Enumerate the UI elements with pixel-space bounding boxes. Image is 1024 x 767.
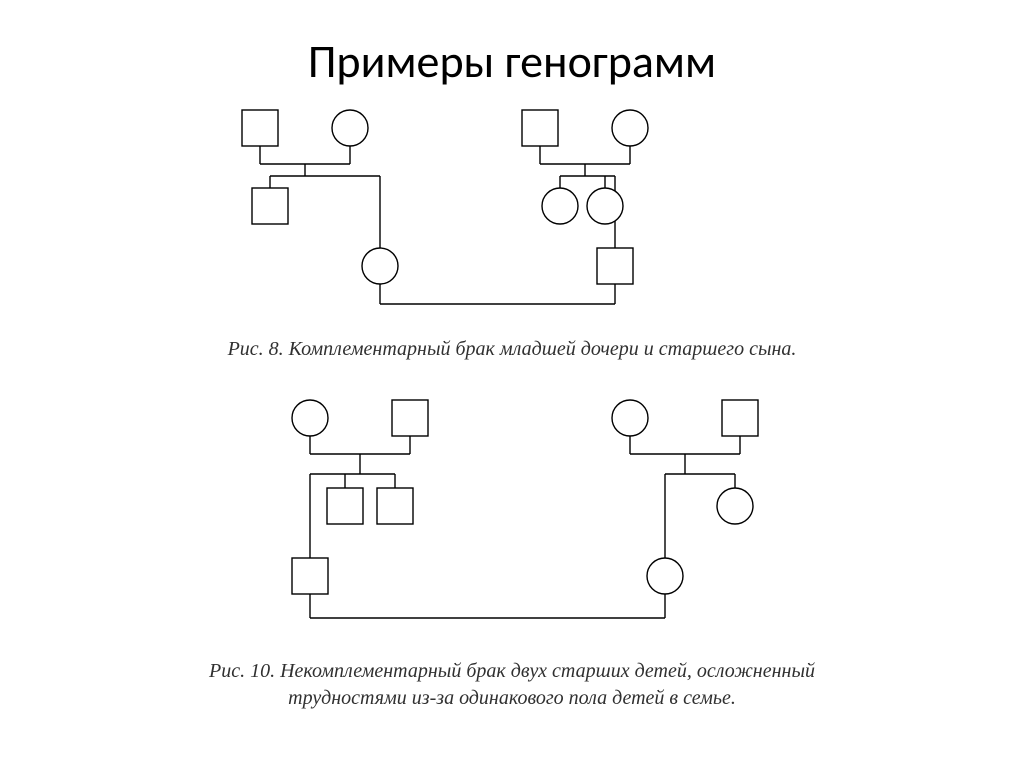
female-circle-icon	[292, 400, 328, 436]
female-circle-icon	[612, 400, 648, 436]
male-square-icon	[377, 488, 413, 524]
female-circle-icon	[332, 110, 368, 146]
male-square-icon	[292, 558, 328, 594]
male-square-icon	[597, 248, 633, 284]
female-circle-icon	[612, 110, 648, 146]
female-circle-icon	[647, 558, 683, 594]
female-circle-icon	[587, 188, 623, 224]
male-square-icon	[242, 110, 278, 146]
male-square-icon	[327, 488, 363, 524]
caption-fig10-line2: трудностями из-за одинакового пола детей…	[288, 687, 736, 709]
female-circle-icon	[362, 248, 398, 284]
caption-fig10-line1: Рис. 10. Некомплементарный брак двух ста…	[209, 660, 815, 682]
page-title: Примеры генограмм	[0, 34, 1024, 90]
male-square-icon	[722, 400, 758, 436]
male-square-icon	[252, 188, 288, 224]
male-square-icon	[392, 400, 428, 436]
female-circle-icon	[542, 188, 578, 224]
slide: { "title": "Примеры генограмм", "caption…	[0, 0, 1024, 767]
genogram-fig10	[180, 396, 844, 646]
caption-fig10: Рис. 10. Некомплементарный брак двух ста…	[0, 658, 1024, 712]
male-square-icon	[522, 110, 558, 146]
caption-fig8: Рис. 8. Комплементарный брак младшей доч…	[0, 336, 1024, 363]
genogram-fig8	[200, 106, 824, 326]
female-circle-icon	[717, 488, 753, 524]
